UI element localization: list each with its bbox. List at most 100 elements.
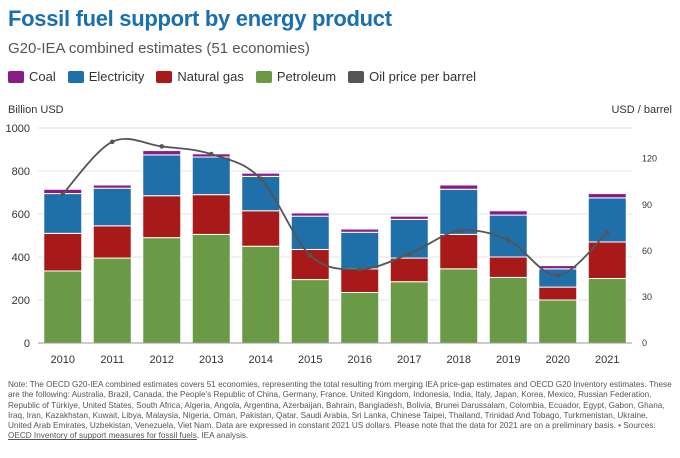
legend-label: Coal: [29, 69, 56, 84]
source-link[interactable]: OECD Inventory of support measures for f…: [8, 431, 197, 441]
x-tick-label: 2011: [100, 354, 124, 366]
legend-item-oil-price[interactable]: Oil price per barrel: [348, 69, 476, 84]
bar-segment-electricity: [340, 231, 380, 270]
bar-segment-electricity: [142, 154, 182, 197]
x-tick-label: 2017: [397, 354, 421, 366]
bar-segment-electricity: [587, 197, 627, 243]
oil-price-point: [258, 176, 264, 181]
bar-segment-petroleum: [488, 276, 528, 344]
x-tick-label: 2020: [546, 354, 570, 366]
bar-segment-coal: [587, 193, 627, 199]
legend-swatch-petroleum: [255, 70, 272, 83]
bar-segment-coal: [142, 150, 182, 156]
chart-subtitle: G20-IEA combined estimates (51 economies…: [8, 40, 310, 57]
left-axis-unit: Billion USD: [8, 104, 64, 116]
y-tick-label: 200: [12, 295, 30, 307]
legend-label: Petroleum: [276, 69, 337, 84]
oil-price-point: [208, 151, 214, 157]
x-tick-label: 2010: [51, 354, 75, 366]
x-tick-label: 2019: [496, 354, 520, 366]
oil-price-point: [357, 266, 363, 272]
bar-segment-petroleum: [142, 237, 182, 344]
bar-segment-coal: [488, 210, 528, 216]
bar-segment-coal: [340, 228, 380, 233]
bar-segment-electricity: [290, 215, 330, 250]
bar-segment-petroleum: [191, 233, 231, 344]
bar-segment-natural-gas: [340, 268, 380, 293]
y-tick-label: 600: [12, 209, 30, 221]
oil-price-line: [62, 138, 608, 277]
legend-swatch-coal: [8, 70, 24, 83]
bar-segment-petroleum: [290, 279, 330, 344]
legend-swatch-electricity: [67, 70, 84, 83]
bar-segment-petroleum: [389, 281, 429, 344]
footnote-tail: , IEA analysis.: [196, 431, 249, 441]
bar-segment-petroleum: [587, 278, 627, 344]
bar-segment-electricity: [439, 188, 479, 235]
bar-segment-natural-gas: [488, 256, 528, 278]
bar-segment-natural-gas: [92, 225, 132, 259]
bar-segment-natural-gas: [439, 233, 479, 270]
y2-tick-label: 120: [642, 154, 657, 164]
bar-segment-petroleum: [340, 291, 380, 344]
y2-tick-label: 0: [642, 338, 647, 348]
x-tick-label: 2018: [447, 354, 471, 366]
oil-price-point: [307, 253, 313, 258]
right-axis-unit: USD / barrel: [611, 104, 672, 116]
legend-label: Natural gas: [177, 69, 244, 84]
oil-price-point: [555, 273, 561, 278]
x-tick-label: 2016: [348, 354, 372, 366]
x-tick-label: 2021: [595, 354, 619, 366]
legend-label: Oil price per barrel: [369, 69, 477, 84]
bar-segment-coal: [439, 184, 479, 190]
legend-item-coal[interactable]: Coal: [8, 69, 56, 84]
bar-segment-petroleum: [92, 257, 132, 344]
oil-price-point: [406, 251, 412, 257]
oil-price-point: [60, 191, 66, 197]
footnote-text: Note: The OECD G20-IEA combined estimate…: [8, 380, 672, 431]
y2-tick-label: 30: [642, 292, 652, 302]
bar-segment-electricity: [241, 175, 281, 212]
bar-segment-coal: [389, 215, 429, 220]
y-tick-label: 0: [24, 338, 30, 350]
bar-segment-electricity: [92, 187, 132, 227]
legend-label: Electricity: [88, 69, 145, 84]
y-tick-label: 800: [12, 166, 30, 178]
bar-segment-petroleum: [439, 268, 479, 344]
bar-segment-petroleum: [43, 270, 83, 344]
x-tick-label: 2012: [150, 354, 174, 366]
bar-segment-natural-gas: [241, 210, 281, 247]
stacked-bar-chart: 0 200 400 600 800 1000 0 30 60 90 120 2010 2011 2012 2…: [6, 123, 658, 366]
bar-segment-coal: [290, 212, 330, 217]
y-tick-label: 400: [12, 252, 30, 264]
bar-segment-natural-gas: [191, 194, 231, 235]
legend-item-natural-gas[interactable]: Natural gas: [156, 69, 244, 84]
x-tick-label: 2015: [298, 354, 322, 366]
chart-title: Fossil fuel support by energy product: [8, 6, 392, 31]
oil-price-point: [456, 228, 462, 234]
bar-segment-coal: [92, 184, 132, 189]
bar-segment-electricity: [191, 156, 231, 196]
bar-segment-natural-gas: [389, 257, 429, 283]
footnote: Note: The OECD G20-IEA combined estimate…: [8, 380, 672, 442]
oil-price-point: [159, 144, 165, 149]
bar-segment-electricity: [389, 218, 429, 259]
oil-price-point: [604, 230, 610, 235]
legend-swatch-natural-gas: [156, 70, 173, 83]
legend: Coal Electricity Natural gas Petroleum O…: [8, 69, 476, 84]
y-tick-label: 1000: [6, 123, 30, 135]
legend-swatch-oil-price: [348, 70, 365, 83]
oil-price-point: [109, 139, 115, 145]
bar-segment-electricity: [43, 193, 83, 234]
oil-price-point: [505, 237, 511, 243]
bar-segment-petroleum: [241, 245, 281, 344]
y2-tick-label: 60: [642, 246, 652, 256]
bar-segment-petroleum: [538, 299, 578, 344]
bar-segment-natural-gas: [43, 232, 83, 272]
legend-item-petroleum[interactable]: Petroleum: [255, 69, 337, 84]
legend-item-electricity[interactable]: Electricity: [67, 69, 145, 84]
y2-tick-label: 90: [642, 200, 652, 210]
bar-segment-natural-gas: [142, 195, 182, 239]
bar-segment-natural-gas: [538, 286, 578, 301]
bar-segment-natural-gas: [587, 241, 627, 279]
